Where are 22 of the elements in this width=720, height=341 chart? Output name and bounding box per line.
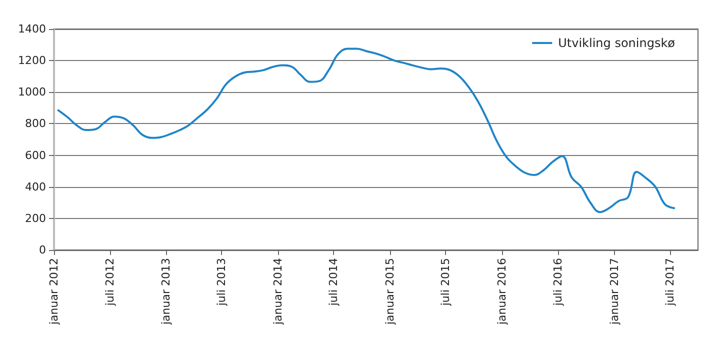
y-tick-label: 800 bbox=[25, 117, 46, 130]
x-tick-label: juli 2015 bbox=[439, 258, 452, 307]
y-tick-label: 600 bbox=[25, 148, 46, 162]
x-tick-label: juli 2017 bbox=[663, 258, 676, 307]
x-tick-label: januar 2013 bbox=[160, 258, 173, 326]
x-tick-label: juli 2016 bbox=[551, 258, 564, 307]
x-tick-label: januar 2014 bbox=[272, 258, 285, 326]
y-tick-label: 1000 bbox=[18, 86, 46, 99]
y-tick-label: 200 bbox=[25, 212, 46, 225]
x-tick-label: januar 2015 bbox=[384, 258, 397, 326]
x-tick-label: juli 2014 bbox=[327, 258, 340, 307]
y-tick-label: 400 bbox=[25, 180, 46, 194]
x-tick-label: juli 2012 bbox=[103, 258, 116, 307]
x-tick-label: juli 2013 bbox=[215, 258, 228, 307]
y-tick-label: 1400 bbox=[18, 22, 46, 36]
x-tick-label: januar 2012 bbox=[48, 258, 60, 326]
y-tick-label: 0 bbox=[39, 244, 46, 256]
legend-label: Utvikling soningskø bbox=[558, 36, 676, 50]
x-tick-label: januar 2016 bbox=[496, 258, 509, 326]
line-series bbox=[57, 48, 676, 214]
y-tick-label: 1200 bbox=[18, 54, 46, 68]
x-tick-label: januar 2017 bbox=[608, 258, 621, 326]
